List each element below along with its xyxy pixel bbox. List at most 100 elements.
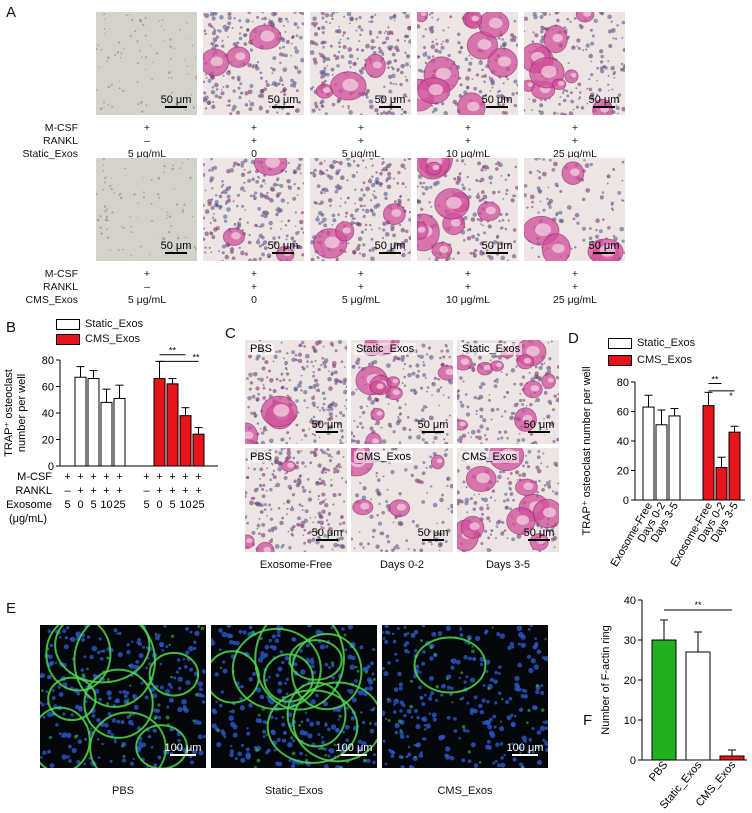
scale-bar-a-r1-c1: 50 μm: [265, 241, 301, 254]
micrograph-a-r0-c1: [203, 12, 304, 115]
micrograph-c-r0-c0: [245, 340, 347, 444]
panel-e-caption: CMS_Exos: [437, 785, 493, 797]
scale-bar-e: 100 μm: [333, 743, 375, 756]
row-label-unit: (μg/mL): [9, 513, 47, 525]
scale-bar-label: 50 μm: [311, 419, 343, 431]
scale-bar-label: 50 μm: [588, 240, 620, 252]
cond-cms-rankl: +: [156, 485, 162, 497]
micrograph-a-r1-c3: [417, 158, 518, 261]
bar-static_exos: [87, 378, 100, 467]
scale-bar-a-r0-c1: 50 μm: [265, 95, 301, 108]
panel-a-value-mcsf: +: [571, 268, 579, 280]
panel-a-value-exos: 0: [251, 148, 257, 160]
fluorescence-e-1: [211, 625, 377, 768]
scale-bar-e: 100 μm: [162, 743, 204, 756]
panel-d-legend-static: Static_Exos: [608, 337, 695, 349]
sig-marker: **: [694, 600, 702, 610]
scale-bar-c: 50 μm: [521, 420, 557, 433]
y-tick-label: 60: [617, 407, 629, 419]
micrograph-c-r1-c0: [245, 448, 347, 552]
bar-static_exos: [655, 424, 668, 501]
scale-bar-line: [272, 252, 294, 254]
cond-static-rankl: +: [116, 485, 122, 497]
panel-a-value-exos: 25 μg/mL: [553, 148, 597, 160]
scale-bar-a-r1-c3: 50 μm: [479, 241, 515, 254]
scale-bar-c: 50 μm: [309, 528, 345, 541]
scale-bar-c: 50 μm: [521, 528, 557, 541]
cond-static-exosome: 5: [64, 499, 70, 511]
cms-swatch: [56, 333, 80, 345]
panel-a-value-mcsf: +: [357, 268, 365, 280]
bar-cms_exos: [702, 405, 715, 501]
y-tick-label: 0: [630, 755, 636, 767]
panel-a-value-exos: 25 μg/mL: [553, 294, 597, 306]
cond-cms-mcsf: +: [182, 471, 188, 483]
micrograph-c-r1-c1: [351, 448, 453, 552]
cond-cms-exosome: 10: [179, 499, 191, 511]
micrograph-c-r1-c2: [457, 448, 559, 552]
scale-bar-label: 100 μm: [506, 742, 544, 754]
micrograph-a-r0-c2: [310, 12, 411, 115]
scale-bar-label: 50 μm: [267, 94, 299, 106]
scale-bar-line: [486, 252, 508, 254]
row-label-rankl: RANKL: [15, 485, 52, 497]
y-tick-label: 20: [42, 435, 54, 447]
panel-a-value-mcsf: +: [250, 122, 258, 134]
bar-static_exos: [100, 401, 113, 467]
panel-b-legend-cms: CMS_Exos: [56, 333, 140, 345]
panel-e-letter: E: [6, 600, 17, 617]
micrograph-a-r0-c3: [417, 12, 518, 115]
bar-cms_exos: [179, 415, 192, 467]
scale-bar-a-r1-c4: 50 μm: [586, 241, 622, 254]
cond-static-rankl: +: [77, 485, 83, 497]
panel-d-letter: D: [568, 330, 579, 347]
panel-c-letter: C: [225, 325, 236, 342]
scale-bar-a-r1-c0: 50 μm: [158, 241, 194, 254]
cond-cms-exosome: 25: [192, 499, 204, 511]
scale-bar-a-r0-c2: 50 μm: [372, 95, 408, 108]
panel-a-value-mcsf: +: [250, 268, 258, 280]
scale-bar-label: 50 μm: [160, 94, 192, 106]
y-tick-label: 0: [48, 461, 54, 473]
panel-a-value-rankl: +: [571, 135, 579, 147]
cond-static-mcsf: +: [116, 471, 122, 483]
cond-cms-mcsf: +: [143, 471, 149, 483]
panel-a-value-exos: 5 μg/mL: [127, 294, 167, 306]
panel-a-row-label-rankl: RANKL: [42, 135, 78, 147]
y-tick-label: 60: [42, 382, 54, 394]
scale-bar-line: [486, 106, 508, 108]
scale-bar-line: [422, 539, 444, 541]
micrograph-a-r0-c4: [524, 12, 625, 115]
cond-static-rankl: +: [90, 485, 96, 497]
panel-b-chart: 0 20 40 60 80 TRAP⁺ osteoclast number per well…: [3, 346, 218, 525]
bar-cms_exos: [192, 433, 205, 467]
cond-cms-mcsf: +: [169, 471, 175, 483]
panel-a-value-rankl: +: [464, 135, 472, 147]
cond-static-mcsf: +: [90, 471, 96, 483]
panel-e-caption: PBS: [111, 785, 134, 797]
y-tick-label: 40: [617, 436, 629, 448]
cond-cms-rankl: +: [169, 485, 175, 497]
micrograph-a-r1-c0: [96, 158, 197, 261]
scale-bar-c: 50 μm: [309, 420, 345, 433]
y-tick-label: 30: [624, 635, 636, 647]
panel-a-value-mcsf: +: [464, 122, 472, 134]
sig-marker: **: [192, 352, 200, 362]
cond-cms-rankl: –: [143, 485, 150, 497]
scale-bar-label: 100 μm: [164, 742, 202, 754]
panel-a-row-label-mcsf: M-CSF: [44, 268, 78, 280]
cond-static-exosome: 0: [77, 499, 83, 511]
panel-a-value-mcsf: +: [143, 122, 151, 134]
panel-a-value-mcsf: +: [571, 122, 579, 134]
panel-e-caption: Static_Exos: [264, 785, 324, 797]
panel-a-value-rankl: +: [250, 281, 258, 293]
inset-label-c: PBS: [248, 451, 275, 463]
bar-pbs: [651, 639, 677, 761]
panel-b-letter: B: [6, 319, 17, 336]
scale-bar-line: [422, 431, 444, 433]
micrograph-a-r0-c0: [96, 12, 197, 115]
scale-bar-label: 50 μm: [160, 240, 192, 252]
micrograph-a-r1-c2: [310, 158, 411, 261]
bar-static_exos: [668, 415, 681, 501]
y-tick-label: 20: [624, 675, 636, 687]
